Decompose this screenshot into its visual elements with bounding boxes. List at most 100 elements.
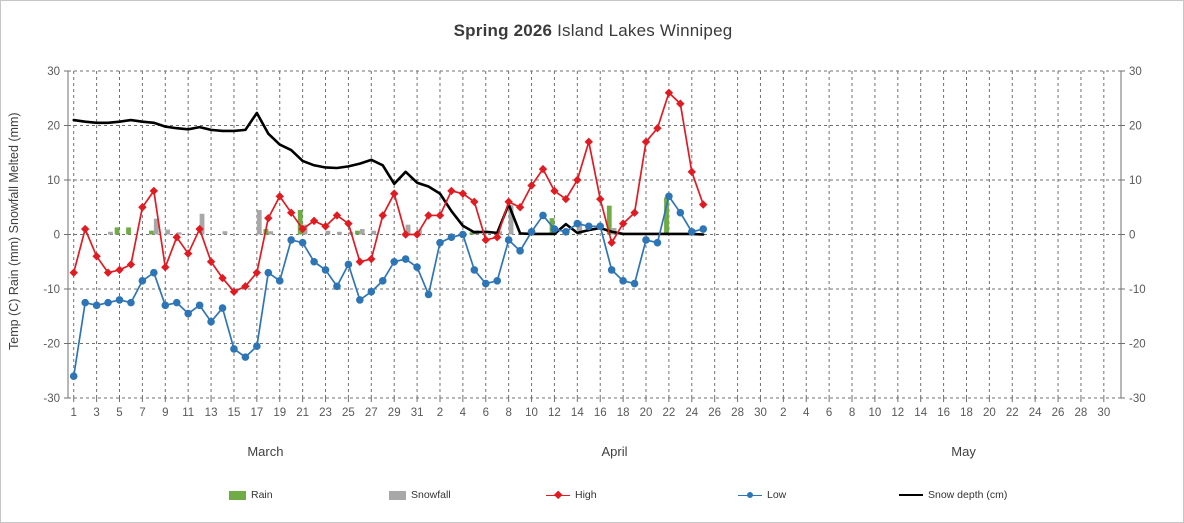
high-marker bbox=[630, 208, 639, 217]
y-tick-label-right: 20 bbox=[1129, 121, 1142, 133]
x-tick-label: 9 bbox=[162, 407, 168, 419]
low-marker bbox=[630, 279, 639, 288]
low-marker bbox=[287, 236, 295, 244]
x-tick-label: 18 bbox=[617, 407, 630, 419]
chart-title-location: Island Lakes Winnipeg bbox=[552, 21, 733, 40]
x-tick-label: 8 bbox=[505, 407, 511, 419]
snowfall-bar bbox=[256, 209, 262, 235]
y-tick-label-right: -20 bbox=[1129, 339, 1146, 351]
low-marker bbox=[264, 268, 273, 277]
high-marker bbox=[527, 181, 536, 190]
high-marker bbox=[80, 224, 90, 234]
legend-label-snowfall: Snowfall bbox=[411, 489, 451, 501]
high-marker bbox=[390, 189, 399, 198]
low-marker bbox=[230, 345, 238, 353]
high-marker bbox=[344, 219, 353, 228]
snowfall-swatch-icon bbox=[389, 490, 406, 500]
high-marker bbox=[618, 219, 628, 228]
x-tick-label: 30 bbox=[1097, 407, 1110, 419]
low-marker bbox=[298, 238, 307, 247]
x-tick-label: 6 bbox=[826, 407, 832, 419]
low-marker bbox=[356, 296, 364, 304]
rain-bar bbox=[114, 227, 120, 235]
rain-bar bbox=[469, 232, 475, 235]
y-tick-label-left: 20 bbox=[47, 121, 60, 133]
snowfall-bar bbox=[108, 231, 113, 235]
high-marker bbox=[126, 260, 136, 269]
high-marker bbox=[607, 238, 616, 247]
x-tick-label: 13 bbox=[205, 407, 218, 419]
low-marker bbox=[584, 222, 593, 231]
low-marker-icon bbox=[738, 491, 762, 500]
x-tick-label: 7 bbox=[139, 407, 145, 419]
rain-bar bbox=[664, 197, 669, 235]
high-marker bbox=[584, 137, 593, 147]
y-tick-label-right: -10 bbox=[1129, 284, 1146, 296]
high-marker bbox=[275, 192, 284, 201]
x-tick-label: 22 bbox=[662, 407, 675, 419]
high-marker bbox=[206, 257, 216, 266]
low-marker bbox=[493, 277, 502, 285]
rain-bar bbox=[606, 205, 612, 235]
y-tick-label-right: 30 bbox=[1129, 66, 1142, 78]
low-marker bbox=[172, 298, 181, 307]
low-marker bbox=[676, 208, 685, 217]
low-marker bbox=[378, 277, 387, 285]
high-marker bbox=[699, 200, 708, 209]
chart-title-season: Spring 2026 bbox=[453, 21, 553, 40]
low-marker bbox=[607, 266, 616, 274]
high-marker bbox=[172, 233, 181, 242]
high-marker bbox=[481, 235, 490, 245]
snowfall-bar bbox=[165, 229, 171, 235]
low-marker bbox=[539, 211, 547, 220]
low-marker bbox=[596, 222, 605, 231]
low-marker bbox=[333, 282, 341, 291]
legend-label-low: Low bbox=[767, 489, 787, 501]
high-marker bbox=[401, 230, 410, 239]
x-tick-label: 20 bbox=[983, 407, 996, 419]
high-marker bbox=[367, 254, 376, 264]
low-marker bbox=[447, 233, 456, 242]
low-marker bbox=[241, 353, 250, 361]
rain-bar bbox=[149, 230, 154, 235]
low-marker bbox=[550, 225, 559, 233]
rain-swatch-icon bbox=[229, 490, 246, 500]
high-marker bbox=[286, 208, 296, 217]
x-tick-label: 16 bbox=[937, 407, 950, 419]
low-marker bbox=[573, 219, 582, 228]
x-tick-label: 4 bbox=[460, 407, 467, 419]
x-tick-label: 26 bbox=[1052, 407, 1065, 419]
low-marker bbox=[115, 296, 124, 304]
x-tick-label: 6 bbox=[483, 407, 489, 419]
month-label: April bbox=[601, 444, 627, 459]
high-marker bbox=[424, 211, 433, 220]
high-marker bbox=[550, 186, 559, 196]
high-marker bbox=[470, 197, 479, 206]
high-marker bbox=[504, 197, 513, 206]
low-marker bbox=[424, 290, 433, 299]
high-line bbox=[72, 91, 705, 293]
legend-label-high: High bbox=[575, 489, 597, 501]
low-marker bbox=[218, 304, 227, 312]
x-tick-label: 29 bbox=[388, 407, 401, 419]
low-marker bbox=[436, 238, 444, 247]
high-marker bbox=[515, 203, 525, 212]
snowfall-bar bbox=[176, 232, 182, 235]
low-marker bbox=[699, 225, 708, 233]
x-tick-label: 24 bbox=[1029, 407, 1042, 419]
high-marker-icon bbox=[546, 490, 570, 500]
high-marker bbox=[653, 124, 662, 133]
low-marker bbox=[516, 247, 524, 255]
y-tick-label-left: -20 bbox=[43, 339, 60, 351]
x-tick-label: 30 bbox=[754, 407, 767, 419]
low-marker bbox=[687, 227, 696, 236]
y-tick-label-left: 30 bbox=[47, 66, 60, 78]
high-marker bbox=[149, 186, 159, 196]
legend-label-rain: Rain bbox=[251, 489, 273, 501]
x-tick-label: 27 bbox=[365, 407, 378, 419]
x-tick-label: 2 bbox=[437, 407, 443, 419]
low-marker bbox=[150, 268, 158, 277]
high-marker bbox=[561, 194, 571, 204]
y-tick-label-left: -10 bbox=[43, 284, 60, 296]
low-marker bbox=[104, 298, 112, 307]
